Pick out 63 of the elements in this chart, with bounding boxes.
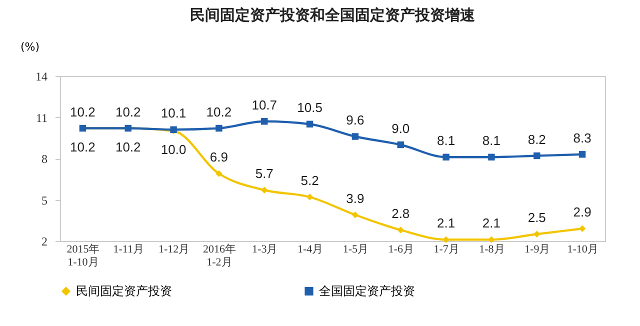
data-label: 10.2 [115,104,141,120]
point [397,226,404,234]
data-label: 10.2 [206,104,232,120]
data-label: 9.6 [346,112,364,128]
data-label: 10.1 [160,106,186,121]
data-label: 6.9 [210,150,228,165]
y-tick-label: 14 [36,70,48,84]
data-label: 10.0 [160,142,186,157]
data-label: 2.1 [482,216,500,231]
y-tick-label: 11 [36,110,48,125]
data-label: 8.1 [437,133,456,148]
legend-label: 全国固定资产投资 [319,284,415,298]
data-label: 9.0 [392,120,410,136]
point [534,152,540,160]
chart-title: 民间固定资产投资和全国固定资产投资增速 [190,6,476,24]
point [488,236,495,243]
x-tick-label: 1-7月 [434,244,460,256]
x-tick-label: 1-12月 [158,244,190,256]
point [578,151,586,158]
point [352,212,359,218]
point [261,186,268,194]
data-label: 8.3 [573,130,592,146]
x-tick-label: 1-3月 [252,244,278,256]
point [488,154,495,160]
data-label: 2.8 [392,206,410,221]
x-tick-label: 2016年 1-2月 [202,244,236,268]
x-tick-label: 1-5月 [342,244,369,256]
data-label: 10.2 [70,104,96,120]
point [306,194,314,200]
data-label: 10.7 [252,97,278,112]
x-tick-label: 2015年 1-10月 [66,244,100,268]
y-tick-label: 2 [42,234,48,248]
x-tick-label: 1-6月 [388,244,414,256]
data-label: 2.5 [528,210,546,226]
y-tick-label: 5 [42,193,48,208]
x-tick-label: 1-8月 [479,244,505,256]
x-tick-label: 1-11月 [113,244,144,256]
data-label: 10.2 [70,139,96,154]
y-axis-title: (%) [20,40,40,54]
data-label: 5.2 [300,173,319,188]
legend-label: 民间固定资产投资 [76,284,172,298]
data-label: 10.2 [115,139,141,154]
point [216,124,222,132]
point [397,141,404,148]
x-tick-label: 1-9月 [524,244,550,256]
data-label: 3.9 [346,190,364,206]
point [578,225,586,232]
point [216,170,222,177]
point [352,133,359,140]
point [306,120,314,128]
data-label: 2.9 [573,204,592,220]
x-tick-label: 1-10月 [567,244,598,256]
y-tick-label: 8 [42,152,48,166]
point [534,230,540,238]
point [261,118,268,125]
x-tick-label: 1-4月 [297,244,324,256]
data-label: 10.5 [297,100,322,116]
point [442,236,450,243]
data-label: 5.7 [255,166,274,182]
data-label: 8.2 [528,132,546,147]
data-label: 2.1 [437,216,456,231]
data-label: 8.1 [482,133,500,148]
point [442,154,450,160]
